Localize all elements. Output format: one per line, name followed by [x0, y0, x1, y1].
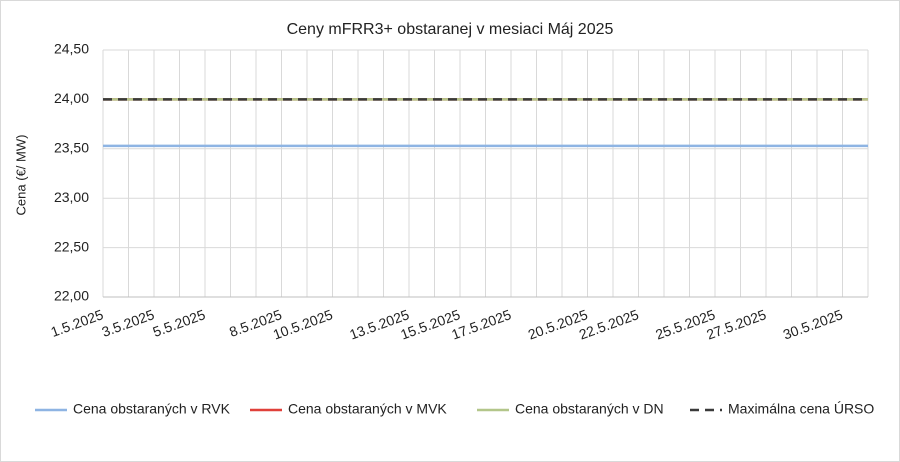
y-tick-label: 24,50: [54, 41, 89, 57]
y-tick-label: 22,00: [54, 288, 89, 304]
legend-label: Cena obstaraných v MVK: [288, 401, 447, 417]
y-axis-label: Cena (€/ MW): [13, 135, 28, 216]
y-tick-label: 22,50: [54, 238, 89, 254]
legend-label: Maximálna cena ÚRSO: [728, 401, 874, 417]
legend-label: Cena obstaraných v DN: [515, 401, 664, 417]
y-tick-label: 23,50: [54, 140, 89, 156]
chart-title: Ceny mFRR3+ obstaranej v mesiaci Máj 202…: [287, 21, 614, 38]
legend-label: Cena obstaraných v RVK: [73, 401, 231, 417]
y-tick-label: 23,00: [54, 189, 89, 205]
y-tick-label: 24,00: [54, 90, 89, 106]
